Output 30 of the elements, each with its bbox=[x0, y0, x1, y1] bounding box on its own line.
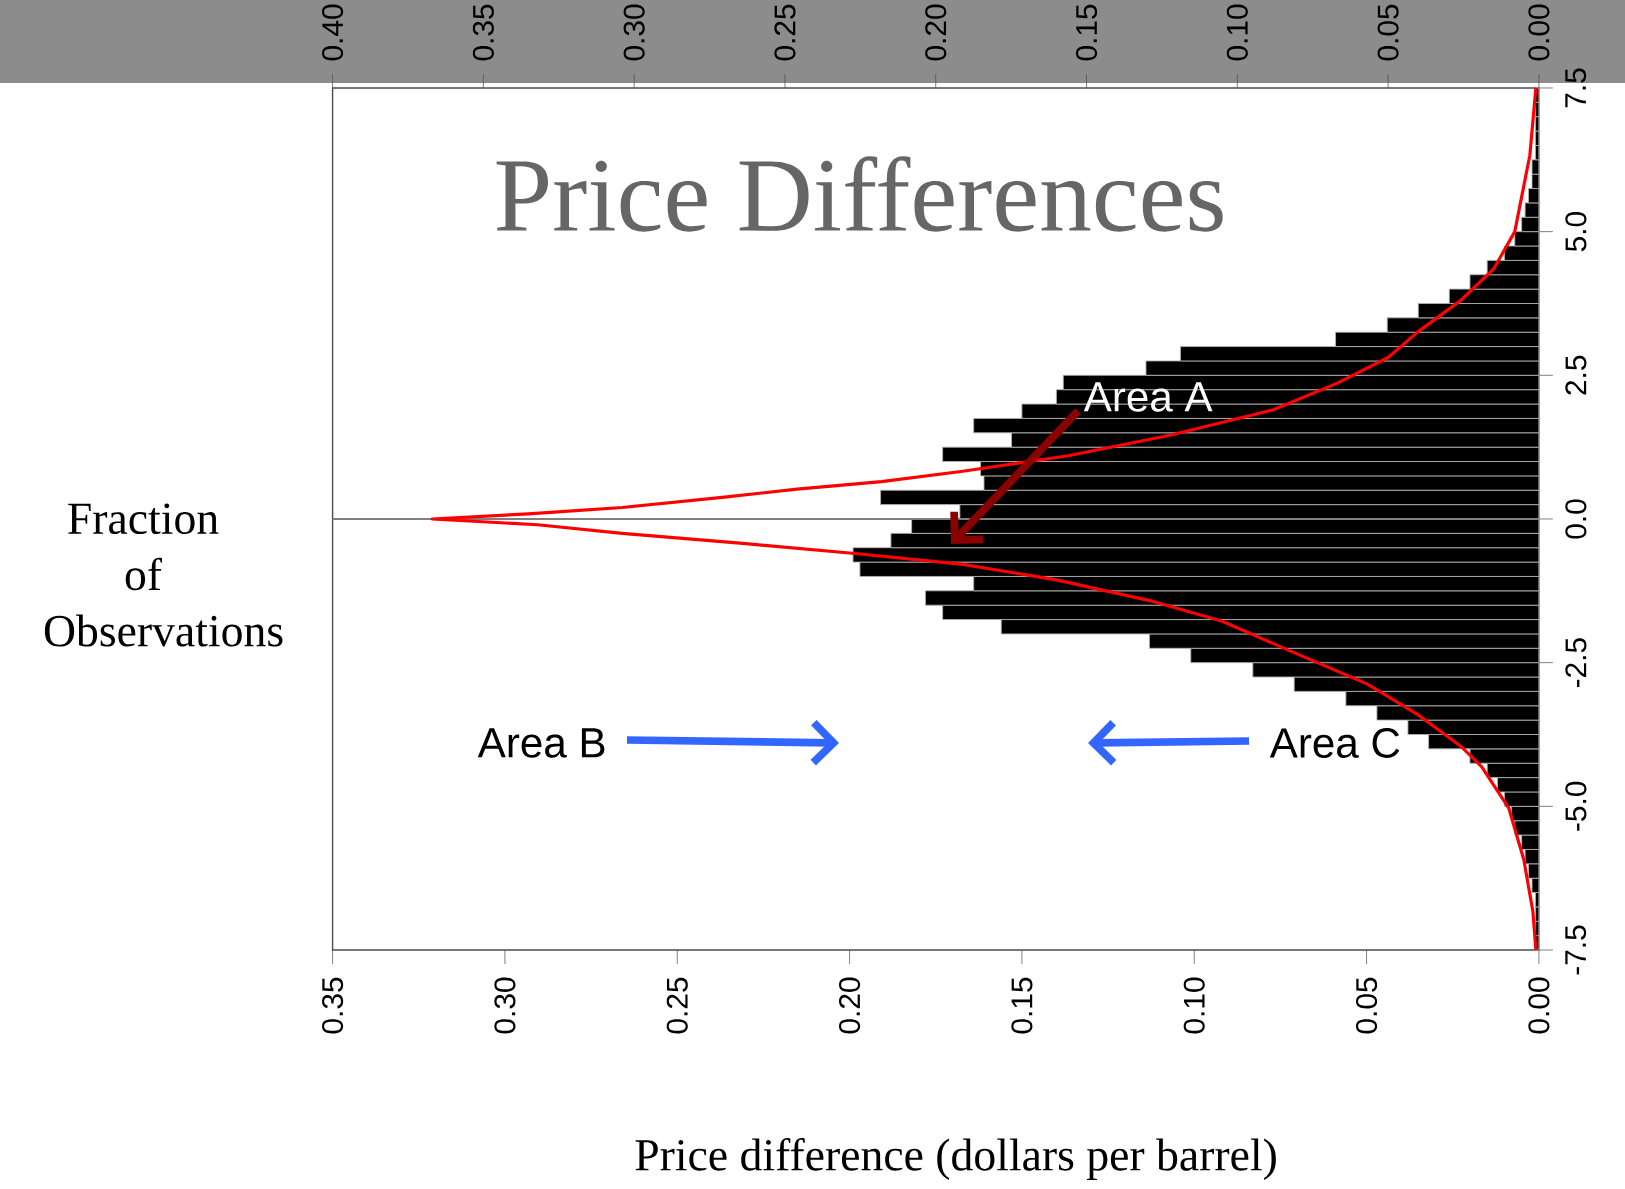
y-tick-label: -7.5 bbox=[1565, 925, 1587, 975]
x2-tick-label: 0.20 bbox=[925, 4, 947, 61]
text: Price Differences bbox=[496, 156, 1223, 232]
y-tick-label: -5.0 bbox=[1565, 781, 1587, 831]
y-tick-label: -2.5 bbox=[1565, 638, 1587, 688]
annotation: Area C bbox=[1269, 728, 1400, 758]
x2-tick-label: 0.30 bbox=[623, 4, 645, 61]
x-tick-label: 0.25 bbox=[666, 977, 688, 1034]
y-tick-label: 7.5 bbox=[1565, 68, 1587, 108]
y-tick-label: 0.0 bbox=[1565, 499, 1587, 539]
annotation: Area A bbox=[1083, 382, 1213, 412]
x2-tick-label: 0.35 bbox=[472, 4, 494, 61]
y-axis-title: Fraction of Observations bbox=[44, 503, 283, 647]
x2-tick-label: 0.15 bbox=[1075, 4, 1098, 61]
x2-tick-label: 0.25 bbox=[774, 4, 796, 61]
y-tick-label: 5.0 bbox=[1565, 212, 1587, 252]
x-tick-label: 0.05 bbox=[1356, 977, 1378, 1034]
x-tick-label: 0.00 bbox=[1528, 977, 1550, 1034]
x-tick-label: 0.30 bbox=[494, 977, 516, 1034]
x2-tick-label: 0.00 bbox=[1528, 4, 1550, 61]
x2-tick-label: 0.10 bbox=[1226, 4, 1248, 61]
x-tick-label: 0.20 bbox=[839, 977, 861, 1034]
x-axis-title: Price difference (dollars per barrel) bbox=[635, 1138, 1276, 1180]
y-tick-label: 2.5 bbox=[1565, 355, 1587, 395]
x2-tick-label: 0.05 bbox=[1377, 4, 1399, 61]
x-tick-label: 0.35 bbox=[322, 977, 344, 1034]
annotation: Area B bbox=[477, 728, 605, 758]
x2-tick-label: 0.40 bbox=[322, 4, 344, 61]
x-tick-label: 0.15 bbox=[1011, 977, 1033, 1034]
x-tick-label: 0.10 bbox=[1183, 977, 1205, 1034]
